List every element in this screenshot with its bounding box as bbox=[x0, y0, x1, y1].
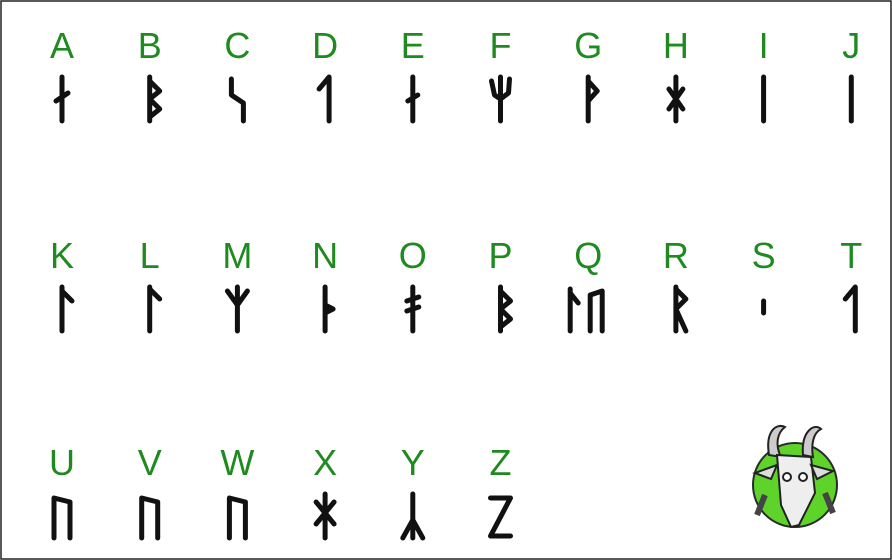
rune-glyph bbox=[139, 495, 161, 541]
rune-glyph bbox=[400, 491, 426, 541]
letter: I bbox=[759, 25, 769, 66]
rune-glyph bbox=[489, 74, 512, 124]
letter: N bbox=[312, 235, 338, 276]
rune-glyph bbox=[842, 284, 858, 334]
letter: W bbox=[220, 442, 254, 483]
rune-glyph bbox=[404, 284, 422, 334]
letter: Z bbox=[490, 442, 512, 483]
letter: F bbox=[490, 25, 512, 66]
rune-glyph bbox=[567, 286, 605, 334]
letter: E bbox=[401, 25, 425, 66]
letter: P bbox=[488, 235, 512, 276]
rune-glyph bbox=[51, 495, 73, 541]
letter: X bbox=[313, 442, 337, 483]
rune-glyph bbox=[666, 74, 686, 124]
rune-glyph bbox=[59, 284, 75, 334]
rune-glyph bbox=[498, 284, 513, 334]
rune-glyph bbox=[405, 74, 421, 124]
rune-glyph bbox=[316, 74, 332, 124]
letter: C bbox=[224, 25, 250, 66]
letter: M bbox=[222, 235, 252, 276]
letter: H bbox=[663, 25, 689, 66]
rune-glyph bbox=[322, 284, 336, 334]
letter: G bbox=[574, 25, 602, 66]
letter: T bbox=[840, 235, 862, 276]
letter: U bbox=[49, 442, 75, 483]
rune-glyph bbox=[53, 74, 71, 124]
letter: S bbox=[752, 235, 776, 276]
letter: B bbox=[138, 25, 162, 66]
rune-glyph bbox=[228, 76, 246, 124]
letter: L bbox=[140, 235, 160, 276]
rune-glyph bbox=[147, 284, 163, 334]
rune-glyph bbox=[673, 284, 689, 334]
rune-glyph bbox=[585, 74, 600, 124]
letter: D bbox=[312, 25, 338, 66]
letter: O bbox=[399, 235, 427, 276]
letter: Q bbox=[574, 235, 602, 276]
rune-glyph bbox=[313, 491, 337, 541]
letter: J bbox=[842, 25, 860, 66]
letter: V bbox=[138, 442, 162, 483]
rune-glyph bbox=[147, 74, 163, 124]
letter: A bbox=[50, 25, 74, 66]
letter: K bbox=[50, 235, 74, 276]
rune-glyph bbox=[488, 495, 513, 539]
rune-glyph bbox=[226, 495, 248, 541]
letter: Y bbox=[401, 442, 425, 483]
alphabet-grid: A B C D E F G H I J K L M N O P Q R S T U V W X Y Z bbox=[49, 25, 862, 541]
rune-glyph bbox=[224, 284, 250, 334]
letter: R bbox=[663, 235, 689, 276]
goat-logo bbox=[752, 425, 838, 529]
